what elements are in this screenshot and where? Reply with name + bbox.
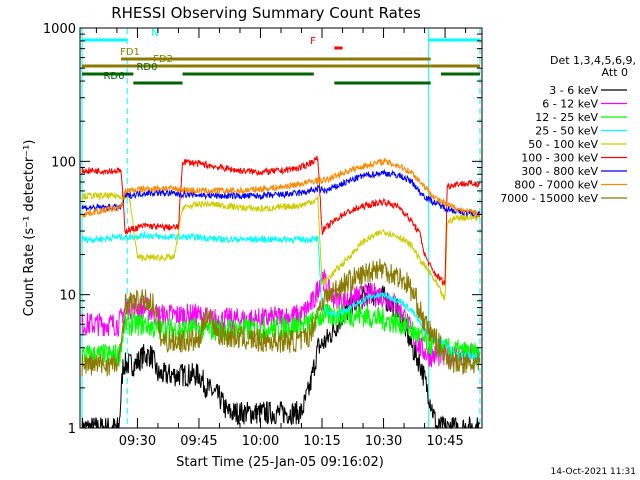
legend-title: Det 1,3,4,5,6,9, bbox=[550, 54, 636, 67]
x-axis-label: Start Time (25-Jan-05 09:16:02) bbox=[176, 455, 384, 470]
legend-label: 50 - 100 keV bbox=[528, 138, 598, 151]
series-line-3-6-kev bbox=[81, 283, 480, 430]
x-tick-label: 10:45 bbox=[426, 434, 463, 449]
series-line-7000-15000-kev bbox=[81, 258, 481, 377]
x-tick-label: 10:15 bbox=[303, 434, 340, 449]
chart-title: RHESSI Observing Summary Count Rates bbox=[111, 4, 421, 22]
legend-label: 100 - 300 keV bbox=[521, 152, 598, 165]
series-line-300-800-kev bbox=[81, 168, 481, 218]
legend-label: 300 - 800 keV bbox=[521, 165, 598, 178]
state-label-rd0: RD0 bbox=[136, 62, 157, 73]
x-axis: 09:30 09:45 10:00 10:15 10:30 10:45 bbox=[95, 28, 467, 449]
y-tick-label: 10 bbox=[59, 289, 76, 304]
series-line-800-7000-kev bbox=[81, 157, 481, 219]
x-tick-label: 10:00 bbox=[242, 434, 279, 449]
state-label-rd6: RD6 bbox=[103, 71, 124, 82]
x-tick-label: 10:30 bbox=[365, 434, 402, 449]
legend-label: 6 - 12 keV bbox=[542, 98, 598, 111]
series-line-50-100-kev bbox=[81, 191, 481, 301]
legend-label: 7000 - 15000 keV bbox=[500, 192, 598, 205]
legend-label: 12 - 25 keV bbox=[535, 111, 598, 124]
series-layer bbox=[81, 155, 481, 430]
y-tick-label: 100 bbox=[51, 155, 76, 170]
y-tick-label: 1 bbox=[68, 422, 76, 437]
state-label-fd2: FD2 bbox=[153, 54, 173, 65]
generation-timestamp: 14-Oct-2021 11:31 bbox=[551, 467, 636, 477]
x-tick-label: 09:30 bbox=[119, 434, 156, 449]
series-line-25-50-kev bbox=[81, 230, 481, 361]
state-label-f: F bbox=[310, 36, 316, 47]
legend-label: 800 - 7000 keV bbox=[514, 179, 598, 192]
y-axis: 1 10 100 1000 bbox=[43, 22, 482, 437]
legend-label: 3 - 6 keV bbox=[549, 84, 598, 97]
x-tick-label: 09:45 bbox=[180, 434, 217, 449]
y-axis-label: Count Rate (s⁻¹ detector⁻¹) bbox=[22, 140, 37, 317]
legend-subtitle: Att 0 bbox=[602, 66, 628, 79]
state-label-fd1: FD1 bbox=[120, 47, 140, 58]
state-label-n: N bbox=[151, 28, 158, 39]
series-line-100-300-kev bbox=[81, 155, 481, 287]
legend-label: 25 - 50 keV bbox=[535, 125, 598, 138]
y-tick-label: 1000 bbox=[43, 22, 76, 37]
